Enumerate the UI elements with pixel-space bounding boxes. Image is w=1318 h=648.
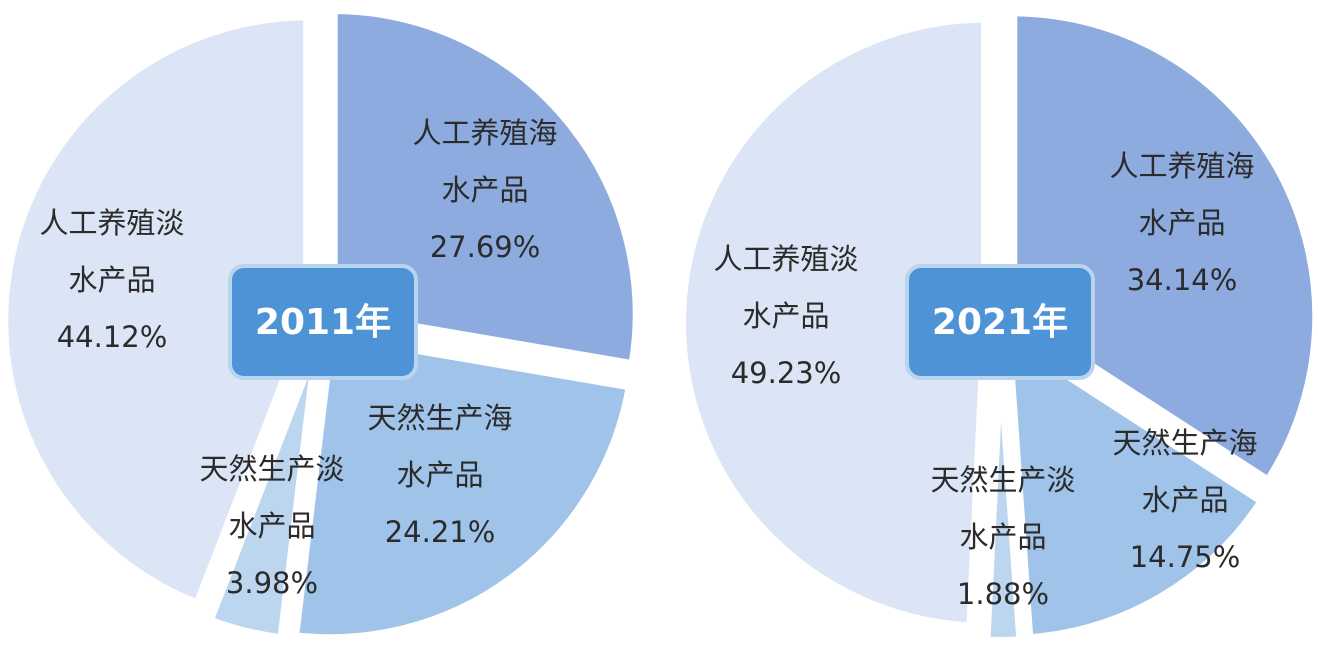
slice-label-line2: 水产品 — [1138, 206, 1225, 240]
slice-value-label: 24.21% — [385, 515, 496, 549]
slice-value-label: 34.14% — [1127, 263, 1238, 297]
slice-label-line1: 天然生产淡 — [930, 463, 1075, 497]
slice-value-label: 3.98% — [226, 566, 318, 600]
pie-slice — [0, 10, 314, 612]
slice-label-line2: 水产品 — [959, 520, 1046, 554]
slice-label-line1: 天然生产海 — [367, 401, 512, 435]
slice-label-line1: 天然生产海 — [1112, 426, 1257, 460]
slice-value-label: 27.69% — [430, 230, 541, 264]
pie-slice — [202, 334, 324, 645]
slice-value-label: 14.75% — [1130, 540, 1241, 574]
slice-label-line2: 水产品 — [228, 509, 315, 543]
slice-label-line1: 人工养殖海 — [1109, 149, 1254, 183]
slice-label-line1: 人工养殖淡 — [39, 206, 184, 240]
slice-value-label: 44.12% — [57, 320, 168, 354]
year-badge — [905, 264, 1095, 380]
slice-label-line1: 天然生产淡 — [199, 452, 344, 486]
slice-label-line2: 水产品 — [396, 458, 483, 492]
pie-slice — [980, 336, 1027, 647]
slice-label-line2: 水产品 — [68, 263, 155, 297]
pie-chart-2: 人工养殖海水产品34.14%天然生产海水产品14.75%天然生产淡水产品1.88… — [675, 6, 1318, 647]
slice-label-line2: 水产品 — [1141, 483, 1228, 517]
pie-slice — [1001, 325, 1271, 645]
slice-label-line1: 人工养殖海 — [412, 116, 557, 150]
year-badge — [228, 264, 418, 380]
pie-chart-1: 人工养殖海水产品27.69%天然生产海水产品24.21%天然生产淡水产品3.98… — [0, 3, 643, 645]
slice-label-line1: 人工养殖淡 — [713, 242, 858, 276]
year-label: 2011年 — [255, 302, 391, 343]
slice-label-line2: 水产品 — [742, 299, 829, 333]
slice-value-label: 49.23% — [731, 356, 842, 390]
pie-slice — [675, 12, 992, 633]
slice-label-line2: 水产品 — [441, 173, 528, 207]
pie-slice — [288, 328, 637, 645]
slice-value-label: 1.88% — [957, 577, 1049, 611]
year-label: 2021年 — [932, 302, 1068, 343]
